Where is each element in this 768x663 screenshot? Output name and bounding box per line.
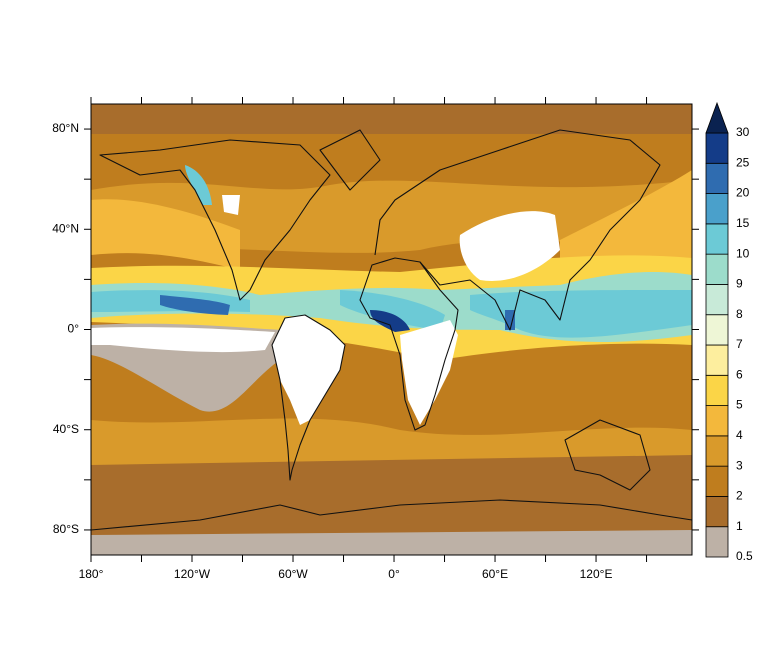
- colorbar-box: [705, 162, 729, 194]
- colorbar-over-triangle: [705, 101, 729, 134]
- colorbar-box: [705, 223, 729, 255]
- colorbar-box: [705, 374, 729, 406]
- lon-tick-label: 120°W: [174, 567, 211, 581]
- colorbar-label: 9: [736, 277, 743, 291]
- colorbar-label: 3: [736, 458, 743, 472]
- colorbar-box: [705, 253, 729, 285]
- colorbar-label: 2: [736, 489, 743, 503]
- colorbar-box: [705, 435, 729, 467]
- colorbar-label: 15: [736, 216, 750, 230]
- lat-tick-label: 40°N: [52, 221, 79, 235]
- colorbar-box: [705, 496, 729, 528]
- colorbar-label: 7: [736, 337, 743, 351]
- colorbar-box: [705, 344, 729, 376]
- axes: 180° 120°W 60°W 0° 60°E 120°E 80°N 40°N 0° 40°S 80…: [52, 97, 699, 581]
- lat-tick-label: 40°S: [53, 422, 79, 436]
- colorbar-label: 0.5: [736, 549, 753, 563]
- colorbar-label: 25: [736, 155, 750, 169]
- coastlines: [90, 129, 693, 531]
- colorbar-box: [705, 526, 729, 558]
- lon-tick-label: 60°W: [278, 567, 308, 581]
- lat-tick-label: 80°N: [52, 121, 79, 135]
- colorbar-box: [705, 284, 729, 316]
- lat-tick-label: 80°S: [53, 522, 79, 536]
- colorbar-box: [705, 465, 729, 497]
- colorbar-label: 20: [736, 186, 750, 200]
- lon-tick-label: 180°: [79, 567, 104, 581]
- colorbar: 0.5 1 2 3 4 5 6 7 8 9 10 15 20 25 30: [705, 101, 753, 563]
- colorbar-label: 8: [736, 307, 743, 321]
- colorbar-box: [705, 314, 729, 346]
- lon-tick-label: 0°: [388, 567, 400, 581]
- colorbar-label: 5: [736, 398, 743, 412]
- colorbar-label: 1: [736, 519, 743, 533]
- lat-tick-label: 0°: [68, 322, 80, 336]
- colorbar-label: 10: [736, 246, 750, 260]
- precip-field: [91, 104, 692, 555]
- colorbar-box: [705, 405, 729, 437]
- lon-tick-label: 120°E: [580, 567, 613, 581]
- colorbar-box: [705, 193, 729, 225]
- colorbar-label: 30: [736, 125, 750, 139]
- colorbar-box: [705, 132, 729, 164]
- colorbar-label: 6: [736, 367, 743, 381]
- lon-tick-label: 60°E: [482, 567, 508, 581]
- colorbar-label: 4: [736, 428, 743, 442]
